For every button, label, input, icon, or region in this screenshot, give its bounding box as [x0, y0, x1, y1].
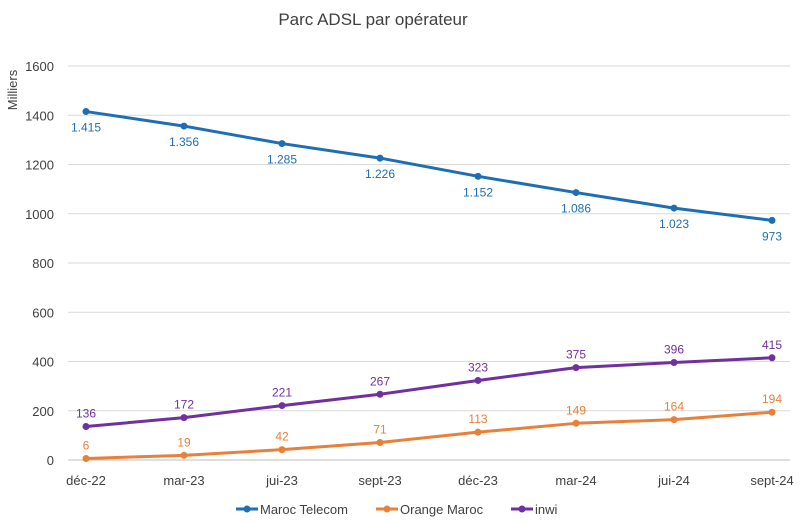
x-tick-label: jui-23: [265, 473, 298, 488]
y-tick-label: 800: [32, 256, 54, 271]
data-label-orange-maroc: 164: [664, 400, 684, 414]
data-point-maroc-telecom: [180, 122, 188, 130]
data-label-inwi: 221: [272, 386, 292, 400]
y-tick-label: 1600: [25, 59, 54, 74]
data-label-maroc-telecom: 973: [762, 229, 782, 243]
data-point-orange-maroc: [670, 416, 678, 424]
data-label-orange-maroc: 194: [762, 392, 782, 406]
y-axis-ticks: 0 200 400 600 800 1000 1200 1400 1600: [25, 59, 54, 468]
data-point-orange-maroc: [376, 439, 384, 447]
legend-marker-inwi: [518, 505, 526, 513]
chart-title: Parc ADSL par opérateur: [278, 10, 468, 29]
x-tick-label: mar-23: [163, 473, 204, 488]
y-tick-label: 200: [32, 404, 54, 419]
x-tick-label: sept-24: [750, 473, 793, 488]
data-label-inwi: 415: [762, 338, 782, 352]
series-line-orange-maroc: [84, 410, 774, 461]
data-point-orange-maroc: [82, 455, 90, 463]
data-point-maroc-telecom: [572, 189, 580, 197]
data-label-inwi: 375: [566, 348, 586, 362]
data-point-orange-maroc: [180, 451, 188, 459]
y-axis-label: Milliers: [5, 69, 20, 110]
x-tick-label: sept-23: [358, 473, 401, 488]
y-tick-label: 400: [32, 355, 54, 370]
data-label-orange-maroc: 42: [275, 430, 289, 444]
data-point-maroc-telecom: [768, 216, 776, 224]
data-point-inwi: [376, 390, 384, 398]
data-label-maroc-telecom: 1.285: [267, 153, 297, 167]
data-point-orange-maroc: [474, 428, 482, 436]
series-line-inwi: [84, 356, 774, 429]
data-point-inwi: [82, 423, 90, 431]
data-point-orange-maroc: [768, 408, 776, 416]
data-point-inwi: [278, 402, 286, 410]
data-labels: 1.415 1.356 1.285 1.226 1.152 1.086 1.023 973 6 1…: [71, 121, 782, 453]
data-label-maroc-telecom: 1.023: [659, 217, 689, 231]
data-point-inwi: [474, 376, 482, 384]
y-tick-label: 0: [47, 453, 54, 468]
data-label-inwi: 396: [664, 342, 684, 356]
data-label-inwi: 136: [76, 407, 96, 421]
data-label-orange-maroc: 19: [177, 435, 191, 449]
data-label-orange-maroc: 113: [468, 412, 487, 426]
data-label-inwi: 172: [174, 398, 194, 412]
data-label-orange-maroc: 71: [373, 423, 387, 437]
data-point-inwi: [572, 364, 580, 372]
y-tick-label: 1400: [25, 108, 54, 123]
data-label-maroc-telecom: 1.086: [561, 202, 591, 216]
series-lines: [82, 108, 776, 463]
x-tick-label: déc-22: [66, 473, 106, 488]
data-label-maroc-telecom: 1.356: [169, 135, 199, 149]
data-point-maroc-telecom: [474, 172, 482, 180]
data-label-inwi: 323: [468, 360, 488, 374]
data-label-orange-maroc: 6: [83, 439, 90, 453]
data-point-inwi: [180, 414, 188, 422]
legend-label-orange-maroc: Orange Maroc: [400, 502, 484, 517]
x-axis-ticks: déc-22 mar-23 jui-23 sept-23 déc-23 mar-24 jui…: [66, 473, 794, 488]
data-point-orange-maroc: [572, 419, 580, 427]
x-tick-label: déc-23: [458, 473, 498, 488]
data-point-maroc-telecom: [82, 108, 90, 116]
data-point-orange-maroc: [278, 446, 286, 454]
gridlines: [68, 65, 790, 461]
series-line-maroc-telecom: [84, 110, 774, 222]
y-tick-label: 600: [32, 305, 54, 320]
y-tick-label: 1000: [25, 207, 54, 222]
legend: Maroc Telecom Orange Maroc inwi: [236, 502, 558, 517]
data-point-maroc-telecom: [278, 140, 286, 148]
x-tick-label: jui-24: [657, 473, 690, 488]
y-tick-label: 1200: [25, 158, 54, 173]
legend-label-inwi: inwi: [535, 502, 558, 517]
data-label-maroc-telecom: 1.152: [463, 185, 493, 199]
data-label-inwi: 267: [370, 374, 390, 388]
data-point-maroc-telecom: [376, 154, 384, 162]
data-point-maroc-telecom: [670, 204, 678, 212]
data-point-inwi: [768, 354, 776, 362]
x-tick-label: mar-24: [555, 473, 596, 488]
legend-marker-orange-maroc: [383, 505, 391, 513]
legend-label-maroc-telecom: Maroc Telecom: [260, 502, 348, 517]
data-label-maroc-telecom: 1.415: [71, 121, 101, 135]
data-label-orange-maroc: 149: [566, 403, 586, 417]
data-label-maroc-telecom: 1.226: [365, 167, 395, 181]
data-point-inwi: [670, 358, 678, 366]
legend-marker-maroc-telecom: [243, 505, 251, 513]
